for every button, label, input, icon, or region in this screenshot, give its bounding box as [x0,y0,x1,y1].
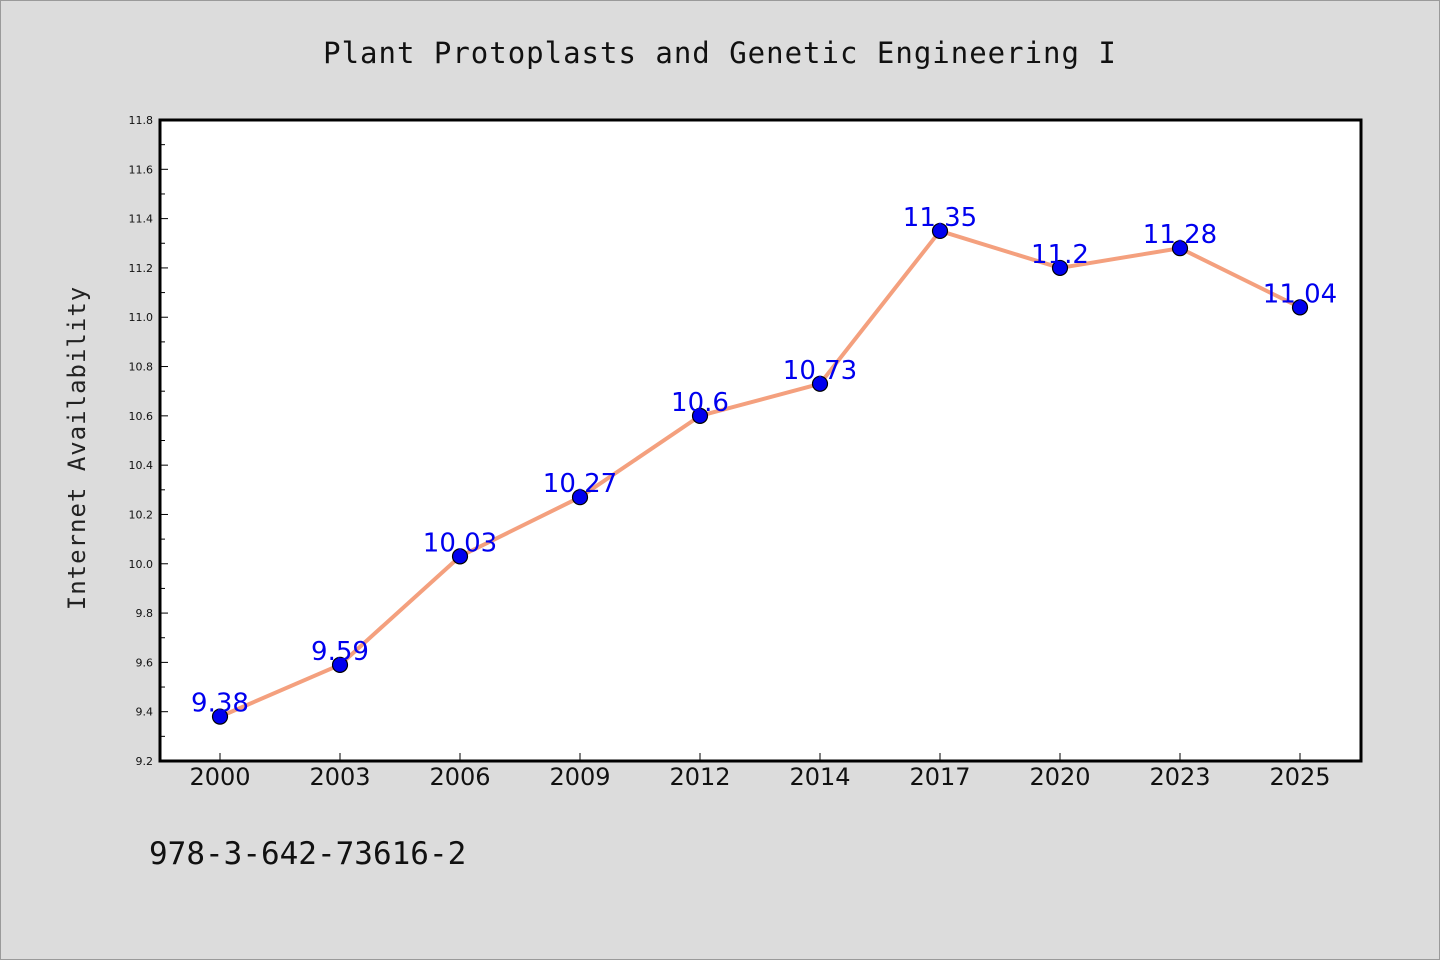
data-label: 10.6 [671,388,729,418]
x-tick-label: 2000 [189,763,250,791]
y-tick-label: 10.0 [129,558,154,571]
y-tick-label: 11.4 [129,213,154,226]
y-tick-label: 11.8 [129,114,154,127]
data-point [1171,240,1189,257]
x-tick-label: 2017 [909,763,970,791]
y-tick-label: 10.6 [129,410,154,423]
x-tick-label: 2012 [669,763,730,791]
x-tick-label: 2025 [1269,763,1330,791]
y-tick-label: 11.0 [129,311,154,324]
y-tick-label: 9.2 [136,755,154,768]
y-tick-label: 11.2 [129,262,154,275]
chart-title: Plant Protoplasts and Genetic Engineerin… [323,36,1117,70]
x-tick-label: 2003 [309,763,370,791]
x-axis-ticks: 2000 2003 2006 2009 2012 2014 2017 2020 2023 2025 [189,753,1331,791]
data-point [931,222,949,240]
plot-frame [158,118,1363,763]
x-tick-label: 2006 [429,763,490,791]
y-tick-label: 9.8 [136,607,154,620]
y-tick-label: 9.6 [136,656,154,669]
data-point [211,708,229,725]
data-label: 11.28 [1143,220,1217,250]
data-labels: 9.38 9.59 10.03 10.27 10.6 10.73 11.35 11.2 11.2… [191,203,1337,719]
data-point [811,375,829,392]
y-tick-label: 11.6 [129,163,154,176]
data-point [1051,259,1069,277]
x-tick-label: 2014 [789,763,850,791]
plot-area [160,120,1361,761]
series-layer [211,222,1309,725]
data-label: 11.2 [1031,240,1089,270]
y-tick-label: 9.4 [136,706,154,719]
data-label: 9.59 [311,637,369,667]
data-point [331,656,349,673]
data-label: 11.04 [1263,279,1337,309]
data-label: 10.27 [543,469,617,499]
footer-isbn: 978-3-642-73616-2 [149,836,466,872]
series-line [219,228,1301,719]
data-point [451,548,469,565]
data-point [571,489,589,506]
data-label: 11.35 [903,203,977,233]
y-tick-label: 10.4 [129,459,154,472]
data-point [1291,299,1309,316]
data-label: 9.38 [191,689,249,719]
data-label: 10.73 [783,356,857,386]
x-tick-label: 2020 [1029,763,1090,791]
data-label: 10.03 [423,528,497,558]
y-axis-label: Internet Availability [63,286,91,610]
y-tick-label: 10.8 [129,361,154,374]
y-tick-label: 10.2 [129,508,154,521]
x-tick-label: 2009 [549,763,610,791]
data-point [691,407,709,424]
x-tick-label: 2023 [1149,763,1210,791]
